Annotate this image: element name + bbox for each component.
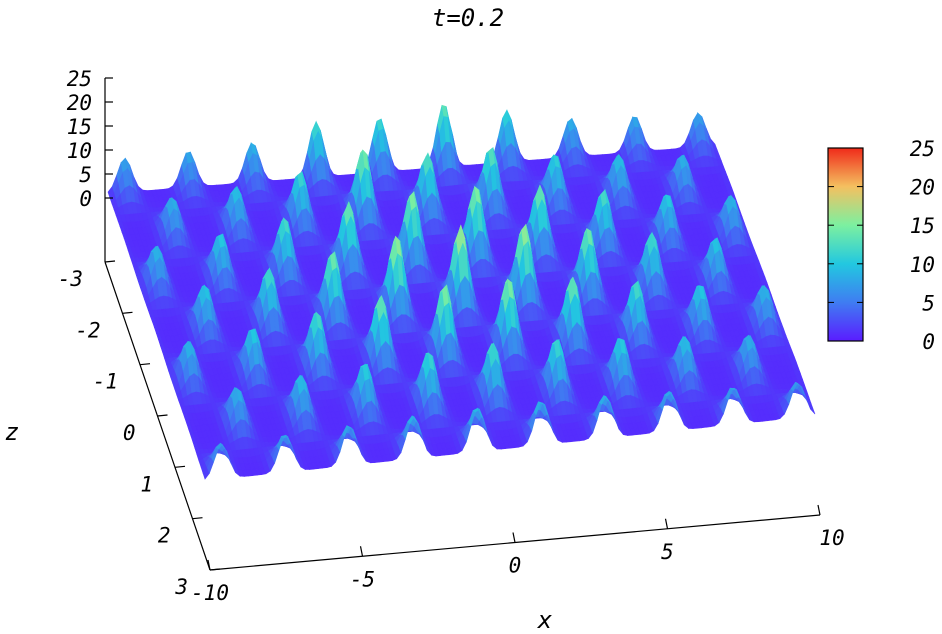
z-coordinate-tick-mark [192,517,203,520]
z-tick-label: 0 [79,187,92,211]
x-tick-label: -5 [350,567,375,591]
x-tick-mark [512,532,516,543]
colorbar-tick-label: 20 [910,176,935,200]
colorbar-tick-label: 15 [910,214,935,238]
z-coordinate-tick-mark [209,568,221,571]
z-coordinate-axis-ticks: -3 -2 -1 0 1 2 3 [58,260,221,599]
z-coordinate-tick-label: -3 [58,267,83,291]
surface-mesh [107,104,816,480]
x-tick-mark [664,518,669,529]
colorbar-tick-label: 0 [922,330,935,354]
z-coordinate-tick-label: 0 [123,421,136,445]
z-coordinate-tick-label: 2 [158,524,171,548]
x-tick-label: -10 [191,581,229,605]
colorbar-tick-label: 10 [910,253,935,277]
z-coordinate-tick-mark [104,260,116,263]
y-axis-title: z [5,418,19,446]
x-tick-label: 10 [819,526,844,550]
z-coordinate-tick-mark [174,465,186,468]
z-tick-label: 25 [67,67,92,91]
x-tick-label: 0 [509,554,522,578]
z-tick-label: 15 [67,115,92,139]
z-coordinate-tick-label: 1 [140,472,153,496]
colorbar [827,147,864,342]
plot-title: t=0.2 [432,4,504,32]
z-coordinate-tick-label: 3 [174,575,188,599]
x-tick-mark [207,559,211,571]
z-coordinate-tick-mark [122,311,133,314]
x-tick-mark [817,504,821,516]
x-tick-mark [359,546,364,557]
z-tick-label: 20 [67,91,92,115]
z-tick-label: 5 [79,163,92,187]
x-axis-title: x [537,606,553,634]
colorbar-ticks: 0 5 10 15 20 25 [828,137,935,354]
colorbar-tick-label: 25 [910,137,935,161]
z-coordinate-tick-mark [157,414,168,417]
z-coordinate-tick-mark [139,363,151,366]
z-coordinate-tick-label: -1 [93,370,118,394]
colorbar-tick-label: 5 [922,291,935,315]
x-axis-ticks: -10 -5 0 5 10 [191,504,845,605]
z-tick-label: 10 [67,139,92,163]
z-coordinate-tick-label: -2 [75,318,100,342]
x-tick-label: 5 [661,540,674,564]
